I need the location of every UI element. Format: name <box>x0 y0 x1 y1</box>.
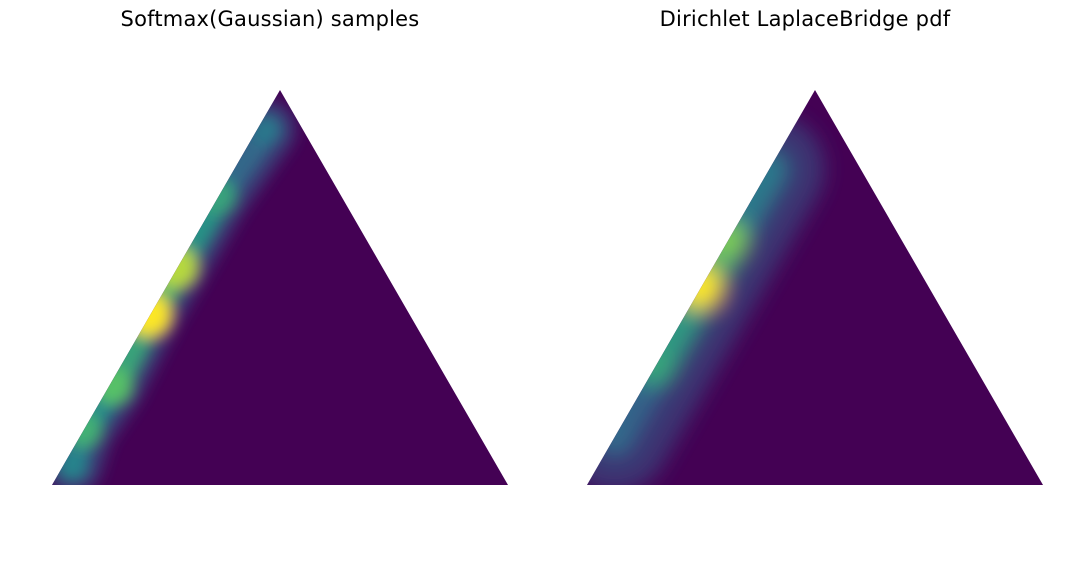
simplex-heatmap-dirichlet <box>587 90 1043 485</box>
density-peak <box>687 273 715 302</box>
density-ridge-point <box>250 113 283 146</box>
density-ridge-point <box>708 220 749 261</box>
density-ridge-point <box>128 293 173 338</box>
simplex-heatmap-softmax <box>52 90 508 485</box>
density-ridge-point <box>598 422 630 454</box>
simplex-background <box>52 90 508 485</box>
density-ridge-point <box>65 411 103 449</box>
density-peak <box>136 301 165 330</box>
chart-title: Dirichlet LaplaceBridge pdf <box>659 7 951 31</box>
density-ridge-point <box>637 348 674 385</box>
chart-panel-dirichlet: Dirichlet LaplaceBridge pdf <box>535 0 1075 576</box>
density-ridge-point <box>94 367 133 406</box>
density-ridge-point <box>753 153 786 185</box>
density-ridge-point <box>200 178 237 215</box>
density-ridge-point <box>56 448 90 482</box>
density-ridge-point <box>156 246 199 289</box>
chart-title: Softmax(Gaussian) samples <box>120 7 420 31</box>
chart-panel-softmax-gaussian: Softmax(Gaussian) samples <box>52 7 508 485</box>
